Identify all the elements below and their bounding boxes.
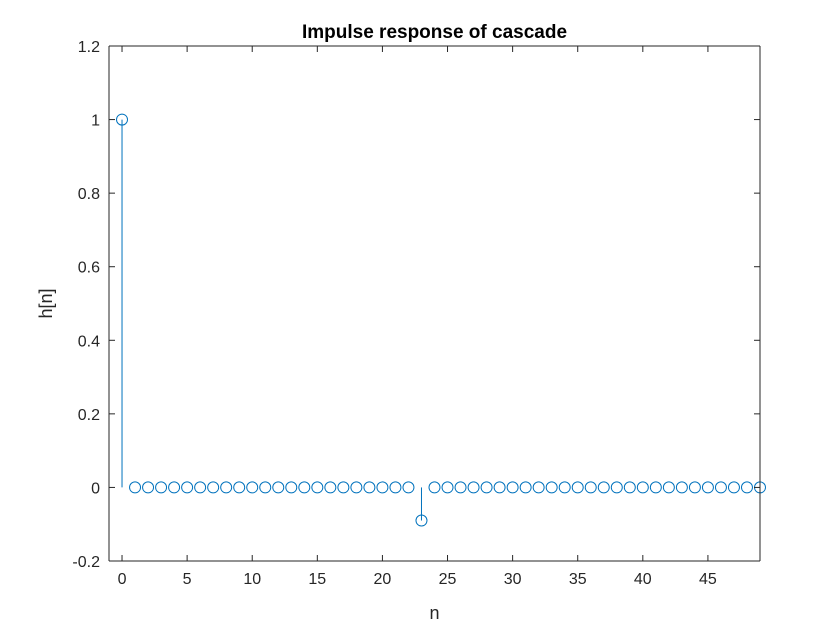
x-tick-label: 20 <box>374 571 392 588</box>
x-tick-label: 10 <box>243 571 261 588</box>
stem-marker <box>142 481 155 494</box>
stem-marker <box>415 514 428 527</box>
stem-marker <box>324 481 337 494</box>
stem-marker <box>311 481 324 494</box>
stem-marker <box>584 481 597 494</box>
axes-layer <box>108 45 761 562</box>
stem-marker <box>402 481 415 494</box>
stem-marker <box>493 481 506 494</box>
y-tick-label: 1 <box>91 113 100 130</box>
stem-marker <box>688 481 701 494</box>
stem-marker <box>259 481 272 494</box>
x-tick-label: 5 <box>183 571 192 588</box>
ticks-layer: 0 5 10 15 20 25 30 35 40 45 -0.2 0 0.2 0.4 0.6 0.8 1 1.2 <box>72 39 760 588</box>
stem-marker <box>194 481 207 494</box>
x-tick-label: 40 <box>634 571 652 588</box>
stem-marker <box>181 481 194 494</box>
x-tick-label: 35 <box>569 571 587 588</box>
stem-marker <box>454 481 467 494</box>
x-tick-label: 25 <box>439 571 457 588</box>
stem-marker <box>467 481 480 494</box>
y-tick-label: 0.6 <box>78 260 100 277</box>
stem-marker <box>246 481 259 494</box>
plot-area <box>109 46 760 561</box>
y-tick-label: 0.2 <box>78 407 100 424</box>
stem-marker <box>441 481 454 494</box>
stems-layer <box>116 113 766 527</box>
stem-marker <box>389 481 402 494</box>
stem-marker <box>337 481 350 494</box>
x-tick-label: 30 <box>504 571 522 588</box>
stem-marker <box>636 481 649 494</box>
y-tick-label: 1.2 <box>78 39 100 56</box>
stem-marker <box>623 481 636 494</box>
stem-marker <box>571 481 584 494</box>
stem-marker <box>649 481 662 494</box>
stem-marker <box>506 481 519 494</box>
stem-marker <box>545 481 558 494</box>
x-tick-label: 0 <box>118 571 127 588</box>
stem-marker <box>207 481 220 494</box>
x-axis-label: n <box>429 603 439 623</box>
stem-marker <box>155 481 168 494</box>
stem-marker <box>662 481 675 494</box>
y-tick-label: 0.8 <box>78 186 100 203</box>
stem-marker <box>233 481 246 494</box>
y-tick-label: 0.4 <box>78 333 100 350</box>
x-tick-label: 15 <box>308 571 326 588</box>
stem-marker <box>363 481 376 494</box>
stem-marker <box>558 481 571 494</box>
stem-marker <box>701 481 714 494</box>
stem-marker <box>740 481 753 494</box>
stem-marker <box>727 481 740 494</box>
y-tick-label: 0 <box>91 480 100 497</box>
stem-marker <box>714 481 727 494</box>
stem-marker <box>376 481 389 494</box>
y-axis-label: h[n] <box>36 288 56 318</box>
stem-marker <box>350 481 363 494</box>
stem-marker <box>298 481 311 494</box>
stem-marker <box>428 481 441 494</box>
stem-marker <box>675 481 688 494</box>
stem-marker <box>129 481 142 494</box>
stem-marker <box>532 481 545 494</box>
stem-marker <box>285 481 298 494</box>
stem-marker <box>480 481 493 494</box>
y-tick-label: -0.2 <box>72 554 100 571</box>
stem-marker <box>272 481 285 494</box>
stem-marker <box>220 481 233 494</box>
stem-marker <box>519 481 532 494</box>
stem-marker <box>116 113 129 126</box>
stem-marker <box>610 481 623 494</box>
stem-marker <box>168 481 181 494</box>
stem-marker <box>597 481 610 494</box>
chart-title: Impulse response of cascade <box>302 22 567 43</box>
x-tick-label: 45 <box>699 571 717 588</box>
